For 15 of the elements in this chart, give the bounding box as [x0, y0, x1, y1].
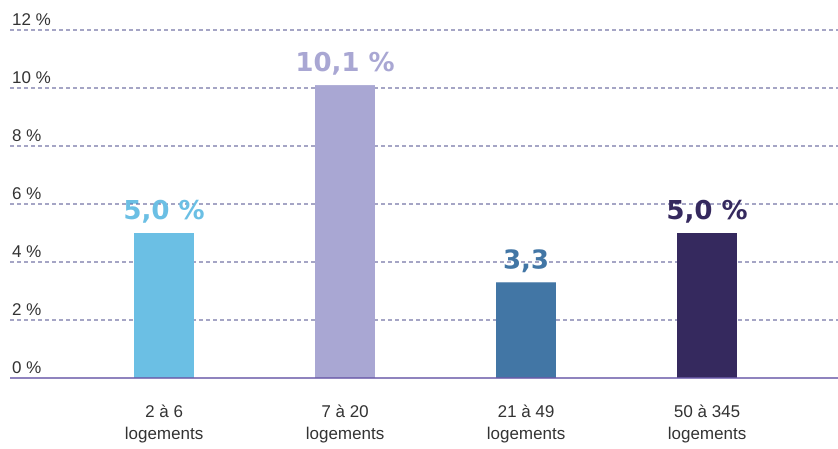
data-label: 10,1 % [295, 48, 395, 78]
data-label: 3,3 [502, 245, 550, 276]
y-tick-label: 2 % [12, 300, 42, 319]
x-tick-label: 21 à 49 logements [486, 402, 566, 443]
y-tick-label: 0 % [12, 358, 42, 377]
data-label: 5,0 % [666, 196, 748, 226]
data-label: 5,0 % [123, 196, 205, 226]
x-tick-label: 50 à 345 logements [668, 402, 746, 443]
y-tick-label: 6 % [12, 184, 42, 203]
y-tick-label: 10 % [12, 68, 51, 87]
x-tick-label: 7 à 20 logements [306, 402, 384, 443]
y-tick-label: 12 % [12, 10, 51, 29]
x-tick-label: 2 à 6 logements [124, 402, 204, 443]
y-tick-label: 8 % [12, 126, 42, 145]
y-tick-label: 4 % [12, 242, 42, 261]
